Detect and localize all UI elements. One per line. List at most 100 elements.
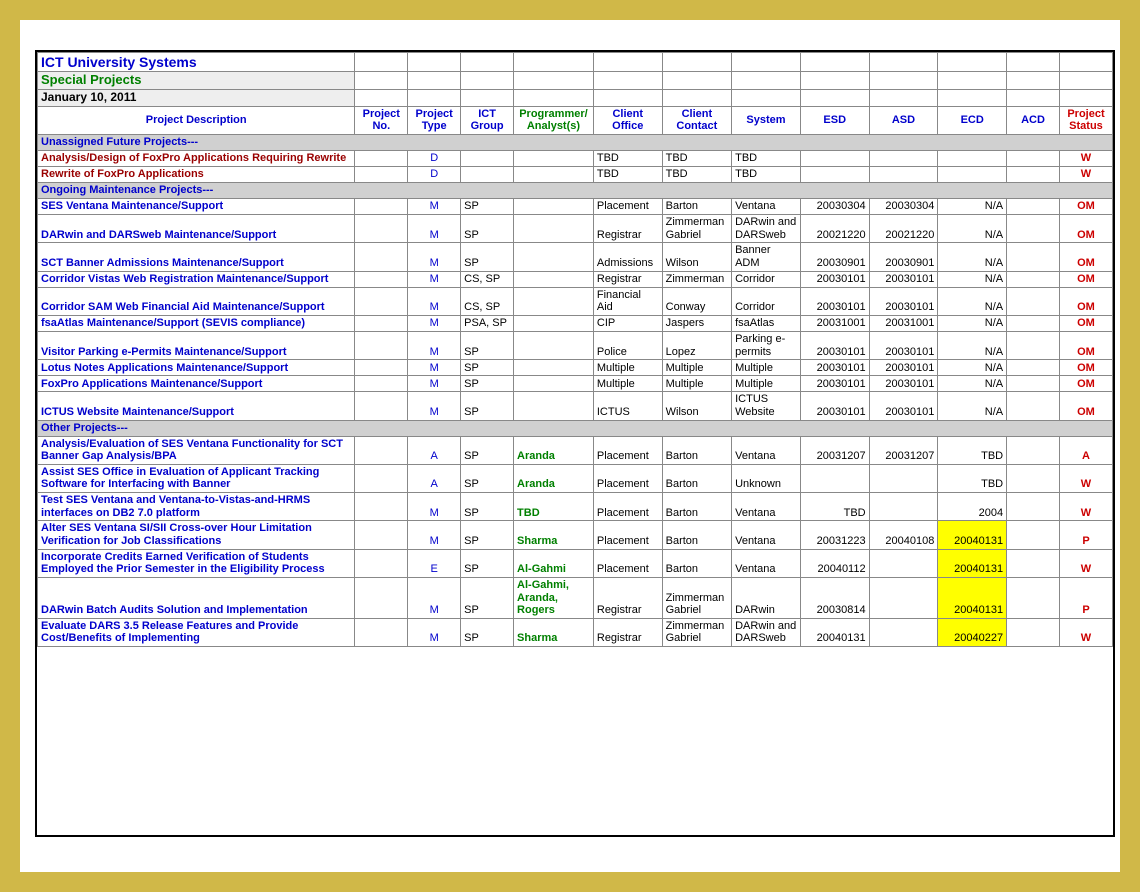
cell-no [355, 271, 408, 287]
cell-acd [1007, 360, 1060, 376]
cell-type: D [408, 151, 461, 167]
cell-office: Placement [593, 549, 662, 577]
cell-contact: Zimmerman Gabriel [662, 577, 731, 618]
cell-no [355, 577, 408, 618]
cell-status: OM [1059, 331, 1112, 359]
cell-desc: Corridor SAM Web Financial Aid Maintenan… [38, 287, 355, 315]
cell-no [355, 464, 408, 492]
cell-desc: Alter SES Ventana SI/SII Cross-over Hour… [38, 521, 355, 549]
cell-asd: 20030304 [869, 199, 938, 215]
table-row: Incorporate Credits Earned Verification … [38, 549, 1113, 577]
table-row: Corridor SAM Web Financial Aid Maintenan… [38, 287, 1113, 315]
table-row: Rewrite of FoxPro ApplicationsDTBDTBDTBD… [38, 167, 1113, 183]
table-row: SCT Banner Admissions Maintenance/Suppor… [38, 243, 1113, 271]
cell-office: Placement [593, 199, 662, 215]
cell-status: W [1059, 618, 1112, 646]
cell-desc: Assist SES Office in Evaluation of Appli… [38, 464, 355, 492]
table-row: Visitor Parking e-Permits Maintenance/Su… [38, 331, 1113, 359]
cell-desc: Test SES Ventana and Ventana-to-Vistas-a… [38, 493, 355, 521]
cell-office: Registrar [593, 271, 662, 287]
cell-ecd: N/A [938, 331, 1007, 359]
cell-analyst: Al-Gahmi [514, 549, 594, 577]
section-unassigned: Unassigned Future Projects--- [38, 135, 1113, 151]
header-row: Project Description Project No. Project … [38, 106, 1113, 134]
cell-status: OM [1059, 243, 1112, 271]
cell-acd [1007, 618, 1060, 646]
cell-acd [1007, 577, 1060, 618]
cell-esd: 20040112 [800, 549, 869, 577]
cell-system: TBD [732, 167, 801, 183]
cell-desc: ICTUS Website Maintenance/Support [38, 392, 355, 420]
cell-type: M [408, 315, 461, 331]
cell-group: PSA, SP [461, 315, 514, 331]
cell-office: Placement [593, 521, 662, 549]
cell-ecd: N/A [938, 215, 1007, 243]
cell-office: Admissions [593, 243, 662, 271]
cell-status: W [1059, 549, 1112, 577]
cell-analyst [514, 287, 594, 315]
cell-group: SP [461, 577, 514, 618]
cell-asd: 20030101 [869, 287, 938, 315]
cell-asd [869, 151, 938, 167]
cell-system: ICTUS Website [732, 392, 801, 420]
cell-esd: 20031223 [800, 521, 869, 549]
cell-analyst [514, 360, 594, 376]
cell-no [355, 493, 408, 521]
section-ongoing: Ongoing Maintenance Projects--- [38, 183, 1113, 199]
cell-analyst: Sharma [514, 521, 594, 549]
cell-system: Parking e-permits [732, 331, 801, 359]
cell-desc: Evaluate DARS 3.5 Release Features and P… [38, 618, 355, 646]
cell-desc: DARwin and DARSweb Maintenance/Support [38, 215, 355, 243]
cell-asd [869, 493, 938, 521]
cell-system: Ventana [732, 521, 801, 549]
cell-system: Multiple [732, 376, 801, 392]
cell-esd: 20030101 [800, 331, 869, 359]
cell-esd: 20040131 [800, 618, 869, 646]
cell-desc: SCT Banner Admissions Maintenance/Suppor… [38, 243, 355, 271]
cell-asd: 20030101 [869, 360, 938, 376]
cell-asd: 20030101 [869, 376, 938, 392]
cell-no [355, 315, 408, 331]
table-row: Test SES Ventana and Ventana-to-Vistas-a… [38, 493, 1113, 521]
cell-desc: Analysis/Design of FoxPro Applications R… [38, 151, 355, 167]
cell-office: Multiple [593, 360, 662, 376]
report-title: Special Projects [38, 72, 355, 90]
cell-type: M [408, 376, 461, 392]
cell-no [355, 215, 408, 243]
cell-asd: 20030101 [869, 271, 938, 287]
cell-no [355, 243, 408, 271]
cell-desc: FoxPro Applications Maintenance/Support [38, 376, 355, 392]
cell-system: Corridor [732, 271, 801, 287]
cell-group: SP [461, 549, 514, 577]
cell-system: Ventana [732, 493, 801, 521]
table-row: SES Ventana Maintenance/SupportMSPPlacem… [38, 199, 1113, 215]
cell-no [355, 618, 408, 646]
cell-analyst [514, 151, 594, 167]
cell-acd [1007, 464, 1060, 492]
cell-system: TBD [732, 151, 801, 167]
cell-analyst: Al-Gahmi, Aranda, Rogers [514, 577, 594, 618]
org-title: ICT University Systems [38, 53, 355, 72]
table-row: fsaAtlas Maintenance/Support (SEVIS comp… [38, 315, 1113, 331]
page-frame: ICT University Systems Special Projects … [0, 0, 1140, 892]
cell-type: M [408, 199, 461, 215]
table-row: DARwin Batch Audits Solution and Impleme… [38, 577, 1113, 618]
cell-type: M [408, 521, 461, 549]
cell-ecd: 20040131 [938, 521, 1007, 549]
col-acd: ACD [1007, 106, 1060, 134]
cell-type: M [408, 243, 461, 271]
cell-status: W [1059, 151, 1112, 167]
cell-asd [869, 464, 938, 492]
cell-esd: 20021220 [800, 215, 869, 243]
cell-desc: Corridor Vistas Web Registration Mainten… [38, 271, 355, 287]
date-row: January 10, 2011 [38, 90, 1113, 107]
cell-contact: Lopez [662, 331, 731, 359]
cell-analyst [514, 271, 594, 287]
cell-asd [869, 618, 938, 646]
cell-esd [800, 151, 869, 167]
cell-office: Police [593, 331, 662, 359]
cell-acd [1007, 287, 1060, 315]
cell-esd: 20031207 [800, 436, 869, 464]
cell-esd: 20030101 [800, 360, 869, 376]
cell-esd [800, 464, 869, 492]
